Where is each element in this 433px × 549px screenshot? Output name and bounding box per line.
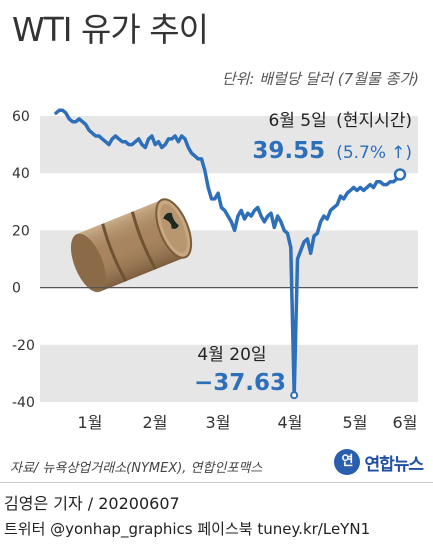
grid-band-0 [40, 116, 418, 174]
x-tick-label: 1월 [78, 413, 103, 432]
annotation-low-value: −37.63 [194, 370, 286, 396]
low-point-marker [290, 391, 299, 400]
up-arrow-icon: ↑) [391, 143, 412, 163]
series-line-wti [54, 108, 402, 397]
annotation-latest-date: 6월 5일 (현지시간) [268, 111, 412, 131]
x-tick-label: 5월 [343, 413, 368, 432]
latest-point-marker [393, 168, 407, 181]
annotation-latest-value: 39.55 (5.7% ↑) [252, 138, 412, 164]
source-note: 자료/ 뉴욕상업거래소(NYMEX), 연합인포맥스 [10, 461, 263, 476]
divider [0, 482, 433, 483]
y-tick-label: 40 [12, 166, 30, 182]
x-tick-label: 3월 [206, 413, 231, 432]
yonhap-logo-icon: 연 [334, 449, 361, 475]
social-links: 트위터 @yonhap_graphics 페이스북 tuney.kr/LeYN1 [4, 520, 371, 538]
y-tick-label: 60 [12, 109, 30, 125]
yonhap-logo: 연 연합뉴스 [334, 449, 424, 475]
x-tick-label: 4월 [278, 413, 303, 432]
unit-note: 단위: 배럴당 달러 (7월물 종가) [221, 70, 419, 88]
y-tick-label: 0 [12, 281, 21, 297]
chart-title: WTI 유가 추이 [12, 10, 209, 49]
x-tick-label: 2월 [143, 413, 168, 432]
logo-text: 연합뉴스 [364, 454, 424, 475]
grid-band-2 [40, 344, 418, 402]
y-tick-label: -20 [12, 338, 35, 354]
annotation-low-date: 4월 20일 [197, 345, 266, 365]
oil-barrel-icon [70, 198, 193, 293]
x-tick-label: 6월 [393, 413, 418, 432]
reporter-credit: 김영은 기자 / 20200607 [4, 494, 180, 513]
y-tick-label: -40 [12, 395, 35, 411]
y-tick-label: 20 [12, 223, 30, 239]
